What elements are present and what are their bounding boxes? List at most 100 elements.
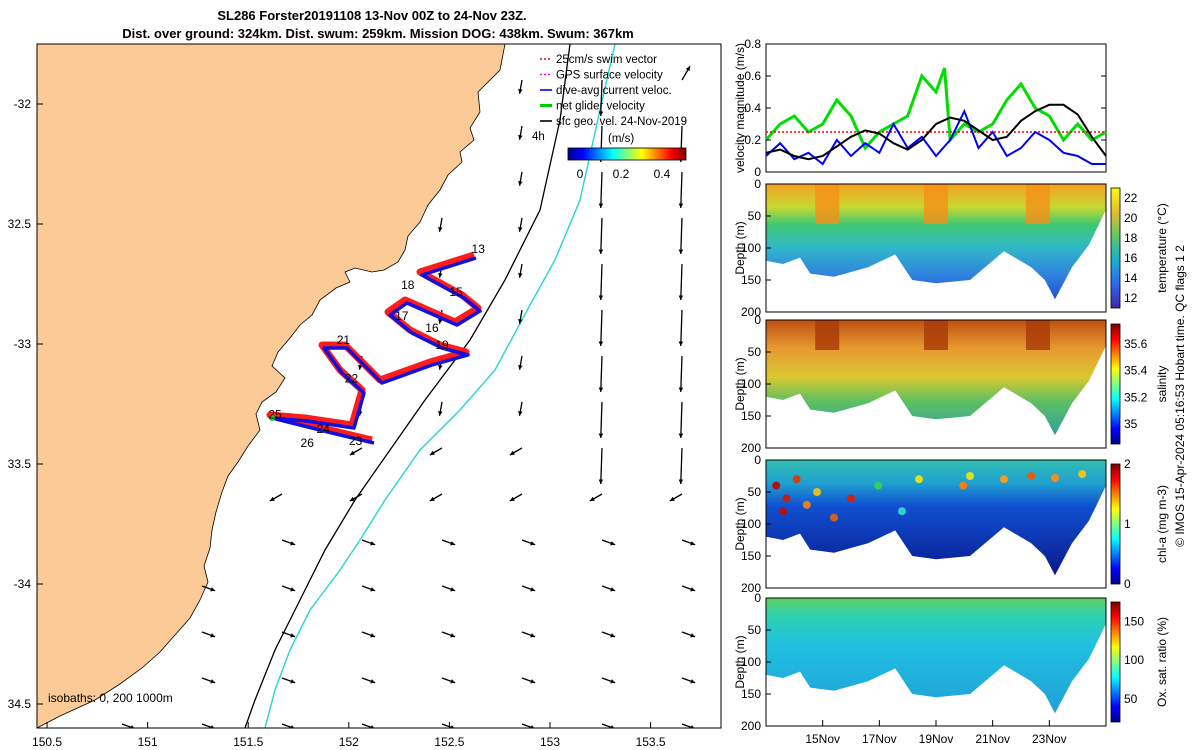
map-y-ticks: -32 32.5 -33 33.5 -34 34.5 [8, 97, 43, 711]
current-vector-head [429, 496, 435, 501]
map-y-tick-label: -33 [14, 337, 32, 351]
depth-colorbar-tick: 2 [1124, 457, 1131, 471]
current-vector-head [598, 433, 604, 438]
current-vector-head [438, 365, 443, 370]
depth-colorbar-tick: 35.4 [1124, 364, 1148, 378]
current-vector-head [759, 203, 764, 208]
map-x-tick-label: 150.5 [32, 735, 62, 749]
dive-avg-current-trace [270, 256, 482, 445]
current-vector-head [210, 679, 216, 684]
depth-colorbar-tick: 16 [1124, 251, 1138, 265]
chl-sample-dot [802, 500, 811, 509]
velocity-y-tick-label: 0.8 [744, 37, 761, 51]
map-y-tick-label: 33.5 [8, 457, 32, 471]
velocity-y-ticks: 0 0.2 0.4 0.6 0.8 [744, 37, 1106, 179]
velocity-plot-frame [765, 43, 1107, 173]
current-vector-head [290, 587, 296, 592]
chl-sample-dot [966, 472, 974, 480]
depth-colorbar-tick: 20 [1124, 211, 1138, 225]
depth-y-tick-label: 200 [741, 581, 761, 595]
speed-colorbar-ticks: 0 0.2 0.4 [577, 167, 671, 181]
chl-sample-dot [772, 481, 781, 490]
current-vector-head [450, 679, 456, 684]
surface-warm-patch [924, 320, 948, 350]
current-vector [680, 263, 683, 301]
current-vector [680, 401, 683, 439]
velocity-y-tick-label: 0.4 [744, 101, 761, 115]
current-vector [680, 447, 683, 485]
current-vector-head [450, 633, 456, 638]
imos-side-note: © IMOS 15-Apr-2024 05:16:53 Hobart time.… [1173, 245, 1187, 547]
depth-y-tick-label: 0 [754, 177, 761, 191]
current-vector-head [759, 433, 764, 438]
legend-entry: dive-avg current veloc. [556, 85, 672, 97]
depth-ylabel: Depth (m) [733, 635, 747, 688]
chl-sample-dot [898, 507, 906, 516]
current-vector-head [690, 679, 696, 684]
depth-colorbar-tick: 1 [1124, 517, 1131, 531]
chl-sample-dot [959, 481, 968, 490]
depth-y-tick-label: 200 [741, 441, 761, 455]
depth-panel: 0 50 100 150 200 Depth (m) 0 1 2 chl-a (mg m-3) [733, 453, 1169, 595]
depth-field [766, 320, 1106, 436]
map-y-tick-label: -32 [14, 97, 32, 111]
surface-warm-patch [1026, 320, 1050, 350]
depth-y-tick-label: 100 [741, 517, 761, 531]
depth-y-tick-label: 150 [741, 687, 761, 701]
current-vector-head [678, 479, 684, 484]
depth-colorbar [1110, 463, 1121, 585]
chl-sample-dot [1000, 475, 1008, 484]
current-vector-head [290, 725, 295, 728]
speed-colorbar-tick: 0.2 [613, 167, 630, 181]
current-vector-head [290, 541, 296, 546]
depth-y-tick-label: 0 [754, 591, 761, 605]
current-vector-head [518, 181, 523, 186]
day-label: 25 [268, 407, 282, 421]
map-x-tick-label: 151.5 [233, 735, 263, 749]
current-vector-head [370, 725, 375, 728]
current-vector-head [518, 227, 523, 232]
chl-sample-dot [847, 494, 855, 503]
depth-y-tick-label: 0 [754, 313, 761, 327]
chl-sample-dot [915, 475, 923, 484]
current-vector-head [610, 679, 616, 684]
current-vector-head [370, 541, 376, 546]
velocity-y-tick-label: 0.6 [744, 69, 761, 83]
velocity-series [764, 67, 1107, 166]
depth-colorbar-tick: 150 [1124, 614, 1144, 628]
depth-colorbar [1110, 601, 1121, 723]
map-y-tick-label: -34 [14, 577, 32, 591]
depth-colorbar-label: Ox. sat. ratio (%) [1155, 617, 1169, 707]
glider-track [266, 251, 482, 445]
current-vector-head [518, 319, 523, 324]
current-vector-head [210, 587, 216, 592]
chl-sample-dot [813, 488, 821, 496]
depth-colorbar-tick: 35 [1124, 417, 1138, 431]
current-vector-head [598, 295, 604, 300]
time-marker: 4h [532, 131, 545, 143]
current-vector-head [759, 295, 764, 300]
current-vector-head [685, 66, 690, 72]
current-vector-head [530, 633, 536, 638]
chl-sample-dot [1027, 472, 1036, 480]
title-line-1: SL286 Forster20191108 13-Nov 00Z to 24-N… [217, 8, 526, 23]
depth-colorbar-label: chl-a (mg m-3) [1155, 485, 1169, 563]
current-vector [600, 447, 603, 485]
chl-sample-dot [782, 494, 791, 503]
current-vector-head [598, 203, 604, 208]
isobath-1000m [264, 44, 616, 728]
depth-y-tick-label: 100 [741, 377, 761, 391]
day-label: 17 [395, 309, 409, 323]
depth-y-tick-label: 200 [741, 719, 761, 733]
current-vector [680, 309, 683, 347]
current-vector-head [598, 341, 604, 346]
current-vector-head [690, 541, 696, 546]
chl-sample-dot [874, 481, 883, 490]
depth-colorbar-tick: 0 [1124, 577, 1131, 591]
current-vector-head [678, 295, 684, 300]
map-y-tick-label: 34.5 [8, 697, 32, 711]
current-vector-head [690, 587, 696, 592]
depth-y-tick-label: 150 [741, 549, 761, 563]
velocity-series-line [764, 67, 1107, 151]
